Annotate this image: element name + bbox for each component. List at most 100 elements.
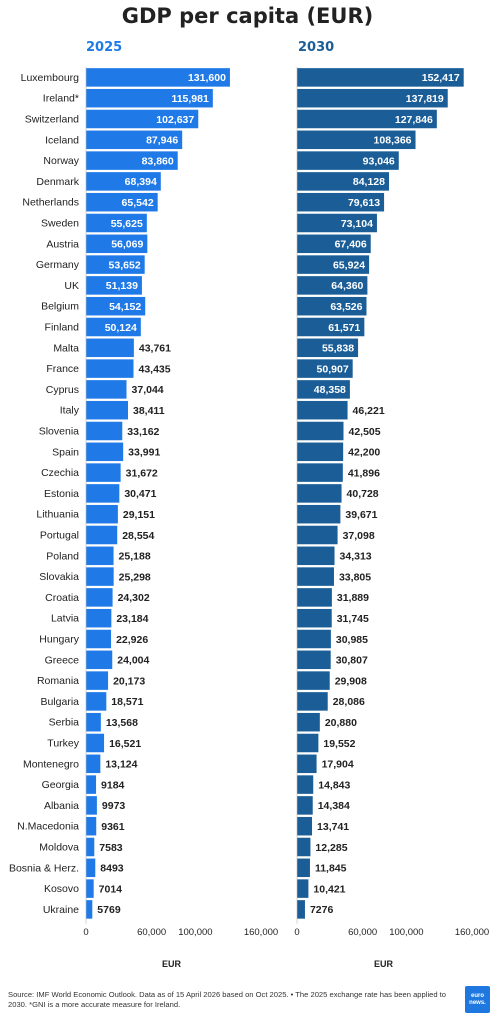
data-label-2025: 28,554 bbox=[122, 530, 154, 542]
bar-2025 bbox=[86, 442, 124, 462]
category-label: Malta bbox=[53, 342, 79, 354]
category-label: France bbox=[46, 363, 79, 375]
data-label-2030: 7276 bbox=[310, 904, 334, 916]
euronews-logo: euro news. bbox=[465, 986, 490, 1013]
bar-2030 bbox=[297, 816, 313, 836]
data-label-2030: 11,845 bbox=[315, 863, 347, 875]
data-label-2025: 56,069 bbox=[111, 239, 143, 251]
bar-2025 bbox=[86, 754, 101, 774]
bar-2030 bbox=[297, 629, 331, 649]
data-label-2025: 25,188 bbox=[119, 551, 151, 563]
bar-2025 bbox=[86, 650, 113, 670]
bar-2030 bbox=[297, 380, 350, 399]
bar-2030 bbox=[297, 775, 314, 794]
bar-2025 bbox=[86, 692, 107, 711]
data-label-2025: 115,981 bbox=[171, 93, 209, 105]
bar-2025 bbox=[86, 109, 199, 129]
x-tick-label: 0 bbox=[83, 927, 88, 938]
bar-2030 bbox=[297, 650, 331, 670]
bar-2030 bbox=[297, 733, 319, 753]
bar-2030 bbox=[297, 172, 390, 191]
data-label-2030: 93,046 bbox=[363, 155, 395, 167]
bar-2030 bbox=[297, 692, 328, 711]
bar-2025 bbox=[86, 130, 183, 150]
data-label-2030: 19,552 bbox=[323, 738, 355, 750]
data-label-2030: 30,807 bbox=[336, 655, 368, 667]
data-label-2025: 23,184 bbox=[116, 613, 148, 625]
data-label-2025: 65,542 bbox=[122, 197, 154, 209]
bar-2030 bbox=[297, 296, 367, 316]
bar-2025 bbox=[86, 234, 148, 254]
data-label-2030: 29,908 bbox=[335, 675, 367, 687]
category-label: Montenegro bbox=[23, 758, 79, 770]
bar-2030 bbox=[297, 484, 342, 503]
data-label-2030: 67,406 bbox=[335, 239, 367, 251]
bar-2025 bbox=[86, 796, 97, 815]
bar-2030 bbox=[297, 359, 353, 378]
bar-2030 bbox=[297, 796, 313, 815]
category-label: Lithuania bbox=[36, 509, 79, 521]
bar-2025 bbox=[86, 900, 93, 919]
data-label-2025: 7014 bbox=[99, 883, 123, 895]
data-label-2030: 13,741 bbox=[317, 821, 349, 833]
bar-2030 bbox=[297, 234, 371, 254]
category-label: Croatia bbox=[45, 592, 79, 604]
data-label-2030: 28,086 bbox=[333, 696, 365, 708]
bar-2025 bbox=[86, 733, 105, 753]
bar-2025 bbox=[86, 858, 96, 878]
bar-2025 bbox=[86, 317, 141, 337]
data-label-2030: 79,613 bbox=[348, 197, 380, 209]
data-label-2030: 152,417 bbox=[422, 72, 460, 84]
x-tick-label: 160,000 bbox=[455, 927, 489, 938]
data-label-2025: 24,004 bbox=[117, 655, 149, 667]
data-label-2025: 53,652 bbox=[109, 259, 141, 271]
category-label: Romania bbox=[37, 675, 79, 687]
data-label-2025: 87,946 bbox=[146, 135, 178, 147]
data-label-2030: 31,889 bbox=[337, 592, 369, 604]
x-tick-label: 100,000 bbox=[178, 927, 212, 938]
data-label-2025: 38,411 bbox=[133, 405, 165, 417]
panel-label-2030: 2030 bbox=[298, 40, 335, 55]
data-label-2025: 24,302 bbox=[118, 592, 150, 604]
category-label: Spain bbox=[52, 446, 79, 458]
data-label-2030: 42,505 bbox=[348, 426, 380, 438]
bar-2030 bbox=[297, 525, 338, 545]
bar-2030 bbox=[297, 338, 359, 358]
x-tick-label: 160,000 bbox=[244, 927, 278, 938]
data-label-2025: 31,672 bbox=[126, 467, 158, 479]
data-label-2025: 22,926 bbox=[116, 634, 148, 646]
category-label: Finland bbox=[45, 322, 80, 334]
data-label-2030: 50,907 bbox=[317, 363, 349, 375]
bar-2025 bbox=[86, 671, 109, 690]
bar-2025 bbox=[86, 567, 114, 586]
category-label: Cyprus bbox=[46, 384, 79, 396]
x-tick-label: 60,000 bbox=[348, 927, 377, 938]
data-label-2025: 29,151 bbox=[123, 509, 155, 521]
bar-2030 bbox=[297, 567, 334, 586]
bar-2025 bbox=[86, 588, 113, 607]
category-label: Switzerland bbox=[25, 114, 79, 126]
bar-2025 bbox=[86, 816, 97, 836]
bar-2030 bbox=[297, 255, 370, 274]
category-label: Serbia bbox=[49, 717, 80, 729]
chart-title: GDP per capita (EUR) bbox=[121, 4, 374, 28]
category-label: Kosovo bbox=[44, 883, 79, 895]
category-label: Germany bbox=[36, 259, 80, 271]
data-label-2030: 40,728 bbox=[347, 488, 379, 500]
data-label-2025: 25,298 bbox=[119, 571, 151, 583]
bar-2030 bbox=[297, 858, 310, 878]
bar-2030 bbox=[297, 712, 320, 732]
category-label: Moldova bbox=[39, 842, 79, 854]
category-label: Greece bbox=[45, 654, 80, 666]
bar-2025 bbox=[86, 88, 213, 108]
bar-2030 bbox=[297, 879, 309, 898]
data-label-2025: 102,637 bbox=[156, 114, 194, 126]
x-axis-title-2030: EUR bbox=[374, 959, 394, 969]
bar-2025 bbox=[86, 255, 145, 274]
category-label: Austria bbox=[46, 238, 79, 250]
data-label-2030: 48,358 bbox=[314, 384, 346, 396]
data-label-2030: 39,671 bbox=[345, 509, 377, 521]
category-label: Iceland bbox=[45, 134, 79, 146]
data-label-2025: 7583 bbox=[99, 842, 123, 854]
category-label: Sweden bbox=[41, 218, 79, 230]
